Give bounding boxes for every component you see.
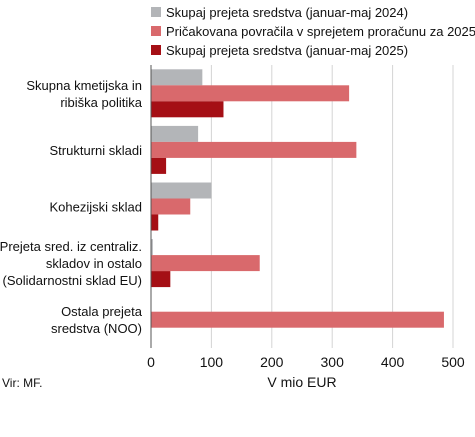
source-note: Vir: MF. (2, 376, 42, 390)
category-label: ribiška politika (60, 95, 142, 110)
legend: Skupaj prejeta sredstva (januar-maj 2024… (151, 5, 475, 58)
bar (151, 101, 224, 118)
x-tick-label: 200 (260, 354, 284, 370)
legend-swatch (151, 7, 161, 17)
category-label: Prejeta sred. iz centraliz. (0, 239, 142, 254)
legend-swatch (151, 45, 161, 55)
x-tick-label: 500 (441, 354, 465, 370)
x-tick-label: 400 (381, 354, 405, 370)
category-label: skladov in ostalo (46, 256, 142, 271)
label-layer: Skupna kmetijska in ribiška politika Struk… (0, 78, 143, 336)
bar (151, 125, 199, 142)
bar (151, 198, 191, 215)
legend-label: Skupaj prejeta sredstva (januar-maj 2024… (166, 5, 408, 20)
bar (151, 271, 171, 288)
bar (151, 69, 203, 86)
category-label: (Solidarnostni sklad EU) (3, 273, 142, 288)
legend-swatch (151, 26, 161, 36)
legend-label: Pričakovana povračila v sprejetem prorač… (166, 24, 475, 39)
category-label: Ostala prejeta (61, 304, 143, 319)
bar (151, 141, 357, 158)
x-axis-title: V mio EUR (267, 374, 336, 390)
x-tick-label: 300 (321, 354, 345, 370)
bar (151, 311, 444, 328)
x-tick-label: 0 (147, 354, 155, 370)
bar (151, 239, 153, 256)
category-label: Skupna kmetijska in (26, 78, 142, 93)
x-tick-label: 100 (200, 354, 224, 370)
category-label: Kohezijski sklad (50, 200, 143, 215)
bar (151, 255, 260, 272)
bar (151, 214, 159, 231)
category-label: Strukturni skladi (50, 143, 143, 158)
bar-layer (151, 69, 444, 328)
category-label: sredstva (NOO) (51, 321, 142, 336)
axis-layer: 0 100 200 300 400 500 (147, 65, 465, 370)
bar (151, 157, 167, 174)
bar (151, 85, 350, 102)
legend-label: Skupaj prejeta sredstva (januar-maj 2025… (166, 43, 408, 58)
bar (151, 182, 212, 199)
